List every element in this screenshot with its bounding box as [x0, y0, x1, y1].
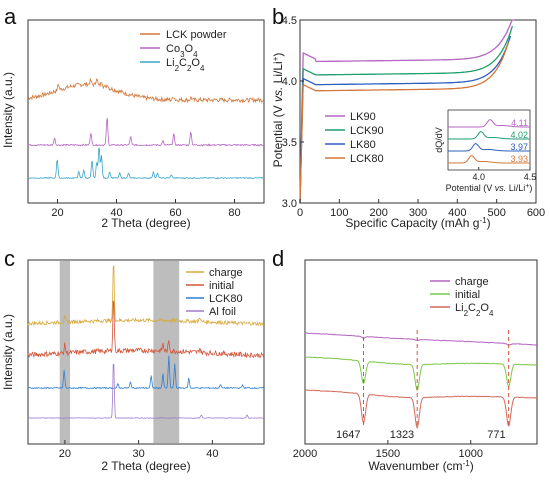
panel-c-legend-label: LCK80: [209, 293, 243, 305]
panel-c-frame: [27, 259, 265, 445]
panel-a-xtick-label: 80: [228, 207, 240, 219]
panel-d-legend-label: charge: [455, 276, 489, 288]
panel-b: b 0 100 200 300 400 500 600 3.0 3.5 4.0 4.5 LK90 LC…: [271, 4, 546, 230]
panel-b-inset-curve-0: [448, 119, 530, 128]
panel-b-xlabel: Specific Capacity (mAh g-1): [345, 216, 490, 231]
panel-a-series-0: [27, 78, 265, 104]
panel-c-legend-label: Al foil: [209, 306, 236, 318]
panel-b-xtick-label: 300: [409, 207, 427, 219]
panel-b-ytick-label: 4.0: [282, 76, 297, 88]
panel-d-xtick-label: 1000: [458, 448, 482, 460]
panel-b-inset-peak-label: 4.11: [511, 118, 528, 128]
panel-d-letter: d: [272, 246, 284, 271]
panel-a-series-1: [27, 118, 265, 147]
panel-d-xlabel: Wavenumber (cm-1): [368, 459, 473, 474]
panel-a-legend-label: LCK powder: [166, 29, 227, 41]
panel-d-legend-label: Li2C2O4: [455, 302, 494, 318]
panel-b-xtick-label: 200: [369, 207, 387, 219]
panel-a-xtick-label: 60: [169, 207, 181, 219]
panel-c-xtick-label: 40: [206, 448, 218, 460]
panel-c-ylabel: Intensity (a.u.): [1, 314, 15, 390]
panel-d-peak-label: 1323: [390, 429, 414, 441]
panel-a-frame: [27, 19, 265, 204]
panel-c-shaded-region: [59, 261, 71, 443]
panel-b-xtick-label: 0: [297, 207, 303, 219]
panel-b-inset-curve-1: [448, 131, 530, 140]
panel-a-xlabel: 2 Theta (degree): [101, 216, 190, 230]
panel-c-shaded-region: [153, 261, 180, 443]
panel-b-ylabel: Potential (V vs. Li/Li+): [271, 53, 286, 168]
panel-d-xtick-label: 2000: [293, 448, 317, 460]
panel-b-ytick-label: 3.0: [282, 198, 297, 210]
panel-b-xtick-label: 400: [448, 207, 466, 219]
panel-b-inset-peak-label: 3.97: [510, 142, 528, 152]
panel-b-xtick-label: 500: [487, 207, 505, 219]
panel-d-peak-label: 1647: [336, 429, 360, 441]
panel-b-inset: 4.11 4.02 3.97 3.93 4.0 4.5 dQ/dV Potential (V …: [434, 109, 537, 194]
panel-a-xtick-label: 20: [51, 207, 63, 219]
panel-b-inset-xtick-label: 4.0: [472, 172, 485, 182]
panel-b-inset-xlabel: Potential (V vs. Li/Li+): [446, 183, 533, 194]
panel-d-xtick-label: 1500: [376, 448, 400, 460]
panel-b-xtick-label: 100: [330, 207, 348, 219]
panel-a-letter: a: [4, 4, 17, 29]
panel-b-xtick-label: 600: [527, 207, 545, 219]
panel-c-legend-label: charge: [209, 267, 243, 279]
panel-b-ytick-label: 4.5: [282, 15, 297, 27]
panel-b-ytick-label: 3.5: [282, 137, 297, 149]
panel-a-xtick-label: 40: [110, 207, 122, 219]
panel-a-legend-label: Li2C2O4: [166, 57, 205, 73]
panel-d-series-2: [304, 389, 538, 430]
panel-c-xlabel: 2 Theta (degree): [101, 459, 190, 473]
panel-b-letter: b: [272, 4, 284, 29]
panel-b-inset-curve-3: [448, 155, 530, 164]
panel-b-series-3: [299, 41, 510, 204]
panel-b-legend-label: LK80: [350, 139, 376, 151]
panel-b-legend-label: LCK90: [350, 125, 384, 137]
panel-c-legend-label: initial: [209, 280, 234, 292]
panel-c-xtick-label: 30: [133, 448, 145, 460]
panel-b-inset-peak-label: 4.02: [510, 130, 528, 140]
panel-c-letter: c: [4, 246, 15, 271]
panel-c-series-2: [27, 355, 265, 390]
panel-d-frame: [304, 259, 538, 445]
panel-c-series-3: [27, 364, 265, 419]
panel-b-inset-xtick-label: 4.5: [524, 172, 537, 182]
panel-b-series-0: [299, 19, 515, 204]
panel-a-ylabel: Intensity (a.u.): [1, 72, 15, 148]
panel-d-series-0: [305, 332, 538, 346]
panel-c-series-0: [27, 265, 265, 327]
panel-a-series-2: [28, 147, 265, 180]
panel-c-series-1: [27, 300, 265, 359]
panel-b-legend: LK90 LCK90 LK80 LCK80: [325, 111, 384, 165]
panel-b-inset-curve-2: [448, 143, 530, 152]
panel-c-xtick-label: 20: [59, 448, 71, 460]
panel-d-legend-label: initial: [455, 289, 480, 301]
panel-d-peak-label: 771: [487, 429, 505, 441]
panel-b-inset-ylabel: dQ/dV: [434, 127, 444, 153]
panel-d-series-1: [304, 356, 538, 392]
panel-b-series-1: [299, 25, 514, 204]
panel-a-legend-label: Co3O4: [166, 43, 198, 59]
panel-b-series-2: [299, 35, 512, 204]
panel-b-inset-peak-label: 3.93: [510, 154, 528, 164]
panel-b-legend-label: LCK80: [350, 153, 384, 165]
panel-b-legend-label: LK90: [350, 111, 376, 123]
